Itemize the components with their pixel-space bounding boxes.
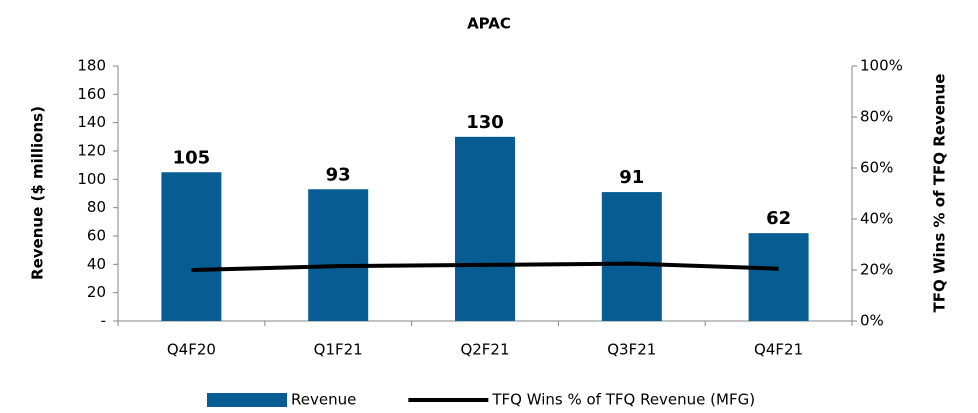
line	[191, 261, 779, 272]
y-tick-label: 80	[87, 198, 106, 216]
x-tick-label: Q4F21	[754, 341, 803, 359]
y-tick-label: 120	[77, 142, 106, 160]
y2-tick-label: 60%	[860, 159, 893, 177]
y-tick-label: 160	[77, 85, 106, 103]
y-tick-label: 100	[77, 170, 106, 188]
legend-label: Revenue	[291, 391, 356, 409]
bar	[308, 189, 369, 321]
data-label: 91	[619, 167, 644, 188]
data-label: 130	[466, 112, 504, 133]
y2-tick-label: 0%	[860, 312, 884, 330]
y2-tick-label: 100%	[860, 57, 903, 75]
legend-swatch	[207, 393, 287, 407]
chart-title: APAC	[467, 15, 511, 33]
y2-tick-label: 80%	[860, 108, 893, 126]
x-tick-label: Q3F21	[607, 341, 656, 359]
y-axis-title: Revenue ($ millions)	[29, 106, 47, 280]
x-tick-label: Q1F21	[314, 341, 363, 359]
y-tick-label: 180	[77, 57, 106, 75]
bar	[601, 192, 662, 321]
legend-label: TFQ Wins % of TFQ Revenue (MFG)	[491, 391, 755, 409]
bar	[161, 172, 222, 321]
y2-axis-title: TFQ Wins % of TFQ Revenue	[931, 74, 949, 313]
x-tick-label: Q2F21	[460, 341, 509, 359]
y2-tick-label: 20%	[860, 261, 893, 279]
y-tick-label: 20	[87, 283, 106, 301]
bar	[455, 136, 515, 321]
data-label: 105	[173, 147, 211, 168]
y2-tick-label: 40%	[860, 210, 893, 228]
data-label: 93	[326, 164, 351, 185]
bar	[748, 233, 809, 321]
y-tick-label: 140	[77, 113, 106, 131]
y-tick-label: 40	[87, 255, 106, 273]
y-tick-label: -	[101, 312, 106, 330]
y-tick-label: 60	[87, 227, 106, 245]
x-tick-label: Q4F20	[167, 341, 216, 359]
data-label: 62	[766, 208, 791, 229]
